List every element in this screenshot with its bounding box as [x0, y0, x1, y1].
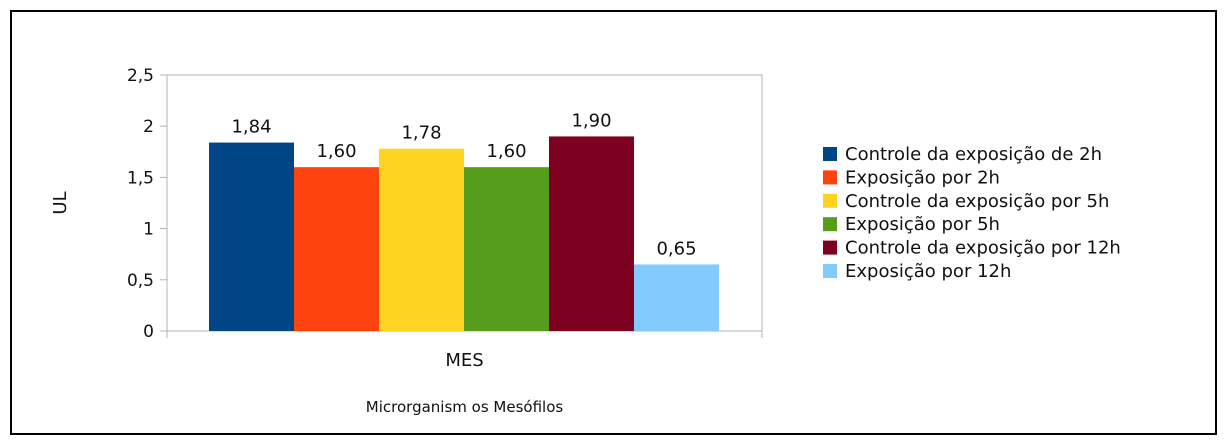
- legend-label: Controle da exposição por 5h: [845, 191, 1109, 212]
- data-label: 1,60: [316, 141, 356, 162]
- legend-label: Controle da exposição de 2h: [845, 144, 1102, 165]
- data-label: 1,60: [486, 141, 526, 162]
- legend-swatch: [823, 147, 837, 161]
- data-label: 1,78: [401, 123, 441, 144]
- axes: 0 0,5 1 1,5 2 2,5 UL MES Microrganism os Mesó…: [50, 66, 763, 416]
- y-tick-label: 0,5: [127, 271, 154, 291]
- y-axis-label: UL: [50, 191, 71, 214]
- legend-label: Exposição por 5h: [845, 214, 1000, 235]
- data-label: 1,90: [571, 110, 611, 131]
- y-tick-label: 0: [143, 322, 154, 342]
- bar: [294, 167, 379, 331]
- legend-label: Exposição por 2h: [845, 167, 1000, 188]
- bar: [549, 136, 634, 331]
- bar: [379, 148, 464, 331]
- y-tick-label: 1,5: [127, 168, 154, 188]
- data-label: 1,84: [231, 117, 271, 138]
- legend-label: Exposição por 12h: [845, 261, 1011, 282]
- legend-swatch: [823, 170, 837, 185]
- y-tick-label: 2: [143, 117, 154, 137]
- legend-label: Controle da exposição por 12h: [845, 238, 1121, 259]
- legend-swatch: [823, 240, 837, 255]
- legend-swatch: [823, 193, 837, 208]
- x-axis-title: Microrganism os Mesófilos: [366, 398, 564, 416]
- data-label: 0,65: [656, 238, 696, 259]
- bar: [634, 264, 719, 331]
- bar: [209, 142, 294, 331]
- y-ticks: 0 0,5 1 1,5 2 2,5: [127, 66, 763, 342]
- category-label: MES: [445, 350, 483, 371]
- y-tick-label: 1: [143, 220, 154, 240]
- data-labels: 1,84 1,60 1,78 1,60 1,90 0,65: [231, 110, 696, 259]
- legend-swatch: [823, 217, 837, 232]
- y-tick-label: 2,5: [127, 66, 154, 86]
- bar: [464, 167, 549, 331]
- legend-swatch: [823, 264, 837, 278]
- bars: [209, 136, 719, 331]
